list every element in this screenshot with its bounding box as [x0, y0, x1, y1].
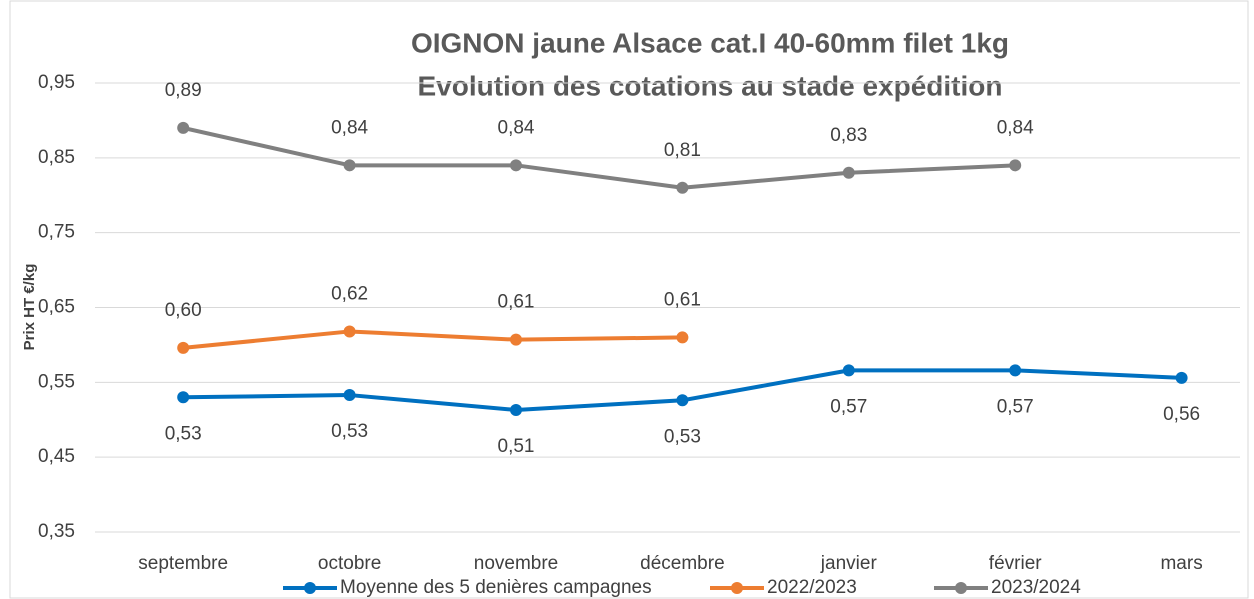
data-label: 0,53	[165, 423, 202, 444]
y-axis-label: Prix HT €/kg	[21, 264, 38, 351]
y-tick-label: 0,75	[38, 222, 75, 243]
data-label: 0,53	[664, 426, 701, 447]
y-tick-label: 0,65	[38, 297, 75, 318]
y-tick-label: 0,35	[38, 521, 75, 542]
series-marker	[842, 166, 855, 179]
series-marker	[510, 159, 522, 172]
data-label: 0,84	[997, 117, 1034, 138]
series-marker	[510, 404, 522, 417]
data-label: 0,84	[498, 117, 535, 138]
x-tick-label: mars	[1160, 553, 1202, 574]
data-label: 0,89	[165, 80, 202, 101]
data-label: 0,61	[664, 289, 701, 310]
y-tick-label: 0,85	[38, 147, 75, 168]
legend-label: Moyenne des 5 denières campagnes	[340, 577, 652, 598]
chart-frame	[9, 0, 1249, 599]
series-marker	[676, 331, 689, 344]
series-marker	[343, 325, 356, 338]
x-tick-label: novembre	[474, 553, 559, 574]
data-label: 0,57	[830, 396, 867, 417]
data-label: 0,57	[997, 396, 1034, 417]
data-label: 0,51	[498, 436, 535, 457]
data-label: 0,81	[664, 140, 701, 161]
series-marker	[510, 333, 522, 346]
x-tick-label: février	[989, 553, 1042, 574]
x-tick-label: octobre	[318, 553, 381, 574]
y-tick-label: 0,55	[38, 371, 75, 392]
legend-label: 2022/2023	[767, 577, 857, 598]
series-marker	[177, 391, 190, 404]
y-tick-label: 0,95	[38, 72, 75, 93]
y-tick-label: 0,45	[38, 446, 75, 467]
series-marker	[343, 159, 356, 172]
series-marker	[676, 181, 689, 194]
data-label: 0,84	[331, 117, 368, 138]
x-tick-label: janvier	[820, 553, 878, 574]
series-marker	[842, 364, 855, 377]
series-marker	[1175, 371, 1188, 384]
data-label: 0,61	[498, 292, 535, 313]
series-marker	[177, 341, 190, 354]
data-label: 0,62	[331, 283, 368, 304]
legend-marker	[955, 582, 967, 594]
series-marker	[1009, 159, 1022, 172]
series-line	[182, 125, 1016, 190]
legend-label: 2023/2024	[991, 577, 1081, 598]
data-label: 0,83	[830, 125, 867, 146]
x-tick-label: septembre	[138, 553, 228, 574]
chart-subtitle: Evolution des cotations au stade expédit…	[418, 70, 1003, 101]
data-label: 0,53	[331, 421, 368, 442]
series-marker	[1009, 364, 1022, 377]
chart-title: OIGNON jaune Alsace cat.I 40-60mm filet …	[411, 27, 1009, 58]
series-marker	[177, 121, 190, 134]
legend-marker	[731, 582, 743, 594]
series-marker	[676, 394, 689, 407]
x-tick-label: décembre	[640, 553, 725, 574]
data-label: 0,60	[165, 300, 202, 321]
series-marker	[343, 389, 356, 402]
data-label: 0,56	[1163, 404, 1200, 425]
legend-marker	[304, 582, 316, 594]
series-line	[183, 329, 683, 350]
